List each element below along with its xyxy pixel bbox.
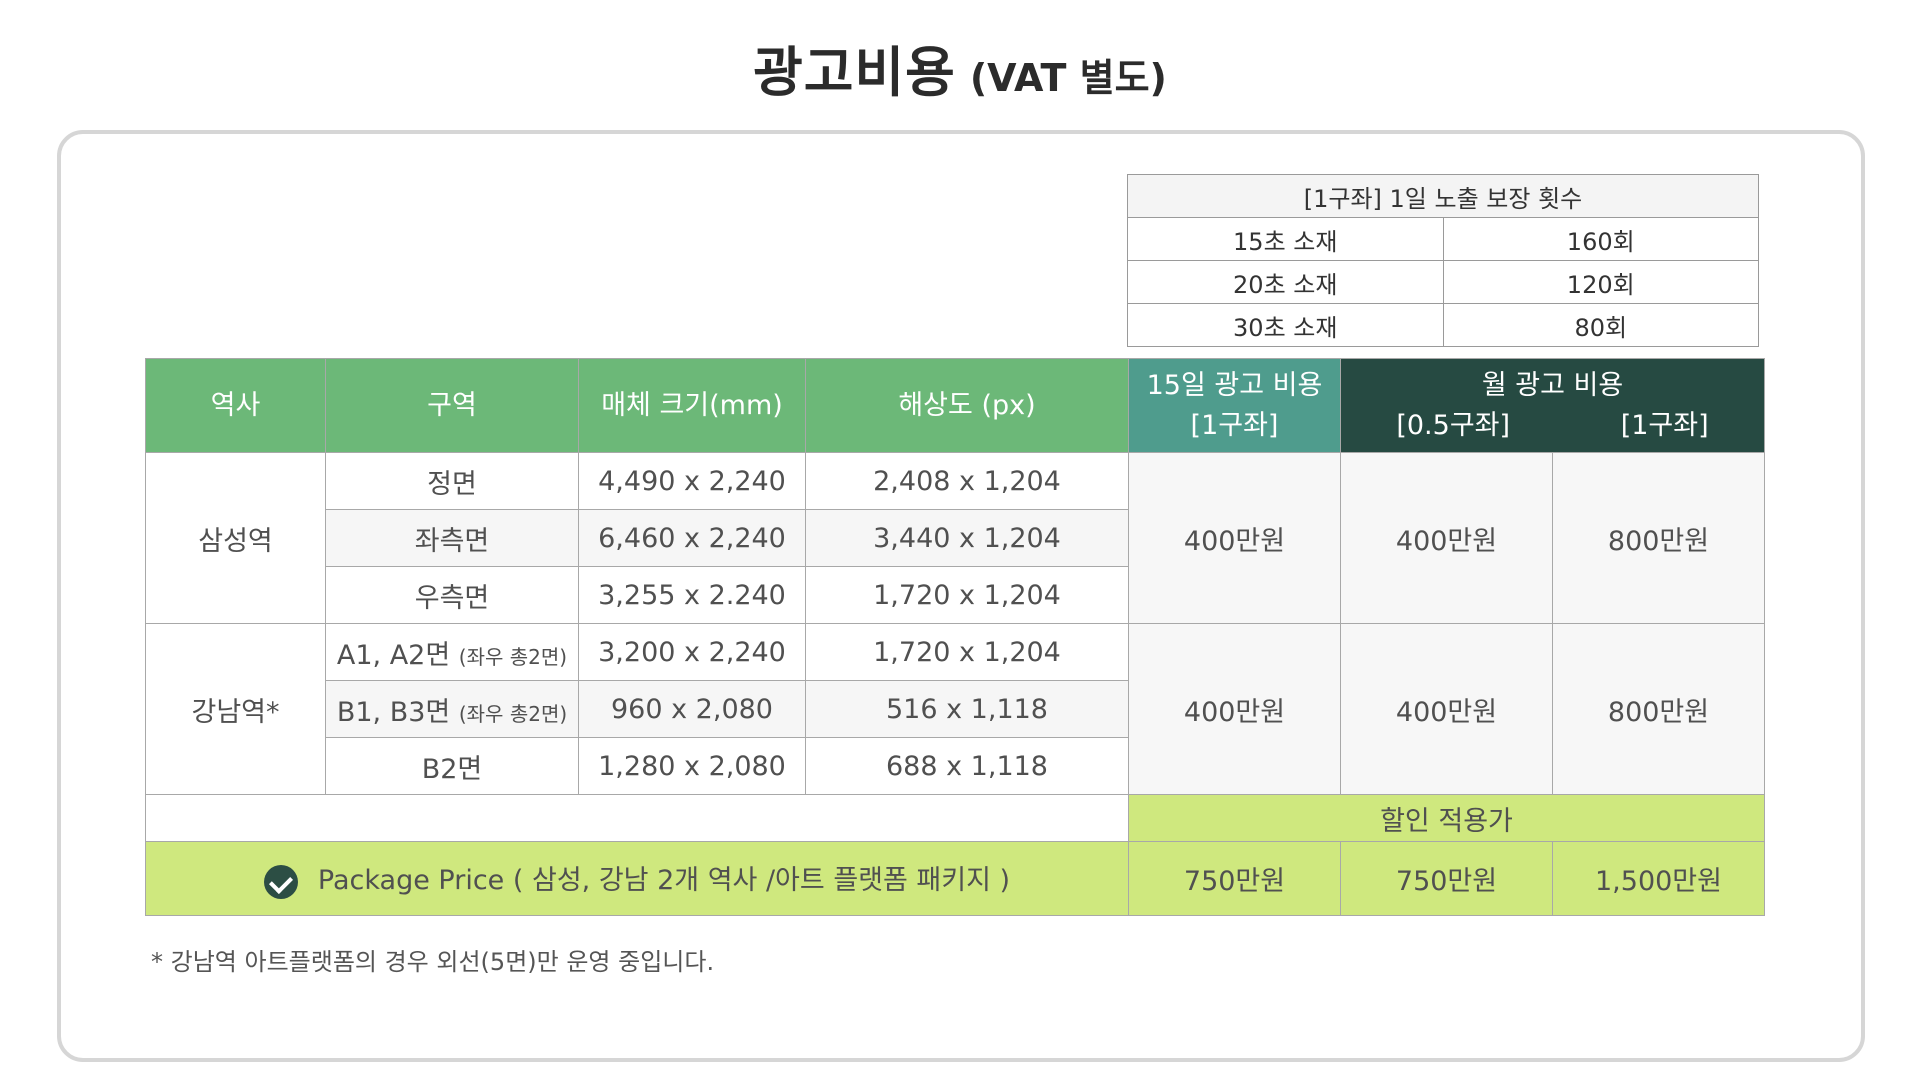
table-row: 좌측면 6,460 x 2,240 3,440 x 1,204 bbox=[146, 509, 1765, 567]
price-month-full-cell: 800만원 bbox=[1552, 452, 1765, 624]
col-header-monthly-cost: 월 광고 비용 [0.5구좌] [1구좌] bbox=[1340, 358, 1765, 453]
package-price-month-half: 750만원 bbox=[1340, 841, 1553, 916]
zone-note: (좌우 총2면) bbox=[458, 701, 568, 726]
discount-spacer bbox=[145, 794, 1129, 842]
resolution-cell: 516 x 1,118 bbox=[805, 680, 1129, 738]
zone-cell: 좌측면 bbox=[325, 509, 579, 567]
col-header-15day-title: 15일 광고 비용 bbox=[1146, 369, 1323, 401]
page-title-main: 광고비용 bbox=[753, 41, 956, 104]
page-title: 광고비용 (VAT 별도) bbox=[0, 28, 1920, 107]
size-cell: 960 x 2,080 bbox=[578, 680, 806, 738]
zone-cell: 정면 bbox=[325, 452, 579, 510]
table-row: 우측면 3,255 x 2.240 1,720 x 1,204 bbox=[146, 566, 1765, 624]
pricing-card: [1구좌] 1일 노출 보장 횟수 15초 소재 160회 20초 소재 120… bbox=[57, 130, 1865, 1062]
price-15day-cell: 400만원 bbox=[1128, 623, 1341, 795]
station-cell: 강남역* bbox=[145, 623, 326, 795]
col-header-monthly-full: [1구좌] bbox=[1620, 409, 1709, 441]
price-15day-cell: 400만원 bbox=[1128, 452, 1341, 624]
zone-cell: A1, A2면 (좌우 총2면) bbox=[325, 623, 579, 681]
resolution-cell: 2,408 x 1,204 bbox=[805, 452, 1129, 510]
exposure-row: 20초 소재 120회 bbox=[1127, 260, 1759, 304]
discount-label: 할인 적용가 bbox=[1128, 794, 1765, 842]
resolution-cell: 3,440 x 1,204 bbox=[805, 509, 1129, 567]
size-cell: 3,255 x 2.240 bbox=[578, 566, 806, 624]
resolution-cell: 1,720 x 1,204 bbox=[805, 623, 1129, 681]
package-row: Package Price ( 삼성, 강남 2개 역사 /아트 플랫폼 패키지… bbox=[145, 841, 1765, 916]
price-table: 역사 구역 매체 크기(mm) 해상도 (px) 15일 광고 비용 [1구좌]… bbox=[145, 358, 1765, 916]
col-header-monthly-title: 월 광고 비용 bbox=[1481, 369, 1624, 401]
price-month-half-cell: 400만원 bbox=[1340, 623, 1553, 795]
resolution-cell: 688 x 1,118 bbox=[805, 737, 1129, 795]
exposure-value: 120회 bbox=[1442, 260, 1759, 304]
exposure-label: 15초 소재 bbox=[1127, 217, 1444, 261]
col-header-resolution: 해상도 (px) bbox=[805, 358, 1129, 453]
size-cell: 6,460 x 2,240 bbox=[578, 509, 806, 567]
zone-name: A1, A2면 bbox=[336, 639, 451, 671]
col-header-zone: 구역 bbox=[325, 358, 579, 453]
package-label-cell: Package Price ( 삼성, 강남 2개 역사 /아트 플랫폼 패키지… bbox=[145, 841, 1129, 916]
package-price-month-full: 1,500만원 bbox=[1552, 841, 1765, 916]
resolution-cell: 1,720 x 1,204 bbox=[805, 566, 1129, 624]
table-row: B2면 1,280 x 2,080 688 x 1,118 bbox=[146, 737, 1765, 795]
col-header-15day-unit: [1구좌] bbox=[1190, 409, 1279, 441]
table-row: 강남역* A1, A2면 (좌우 총2면) 3,200 x 2,240 1,72… bbox=[145, 623, 1765, 795]
exposure-table: [1구좌] 1일 노출 보장 횟수 15초 소재 160회 20초 소재 120… bbox=[1127, 174, 1759, 347]
zone-cell: B2면 bbox=[325, 737, 579, 795]
station-cell: 삼성역 bbox=[145, 452, 326, 624]
exposure-label: 20초 소재 bbox=[1127, 260, 1444, 304]
exposure-row: 15초 소재 160회 bbox=[1127, 217, 1759, 261]
check-circle-icon bbox=[263, 864, 298, 899]
exposure-value: 160회 bbox=[1442, 217, 1759, 261]
size-cell: 4,490 x 2,240 bbox=[578, 452, 806, 510]
price-month-full-cell: 800만원 bbox=[1552, 623, 1765, 795]
price-month-half-cell: 400만원 bbox=[1340, 452, 1553, 624]
package-label: Package Price ( 삼성, 강남 2개 역사 /아트 플랫폼 패키지… bbox=[317, 865, 1011, 897]
discount-row: 할인 적용가 bbox=[145, 794, 1765, 842]
page-title-vat-note: (VAT 별도) bbox=[969, 56, 1167, 100]
zone-cell: 우측면 bbox=[325, 566, 579, 624]
col-header-media-size: 매체 크기(mm) bbox=[578, 358, 806, 453]
col-header-15day-cost: 15일 광고 비용 [1구좌] bbox=[1128, 358, 1341, 453]
exposure-table-title: [1구좌] 1일 노출 보장 횟수 bbox=[1127, 174, 1759, 218]
table-row: 삼성역 정면 4,490 x 2,240 2,408 x 1,204 400만원… bbox=[145, 452, 1765, 624]
size-cell: 3,200 x 2,240 bbox=[578, 623, 806, 681]
exposure-value: 80회 bbox=[1442, 303, 1759, 347]
footnote: * 강남역 아트플랫폼의 경우 외선(5면)만 운영 중입니다. bbox=[151, 948, 715, 976]
table-row: B1, B3면 (좌우 총2면) 960 x 2,080 516 x 1,118 bbox=[146, 680, 1765, 738]
zone-name: B1, B3면 bbox=[336, 696, 451, 728]
exposure-label: 30초 소재 bbox=[1127, 303, 1444, 347]
size-cell: 1,280 x 2,080 bbox=[578, 737, 806, 795]
col-header-monthly-half: [0.5구좌] bbox=[1396, 409, 1511, 441]
zone-note: (좌우 총2면) bbox=[458, 644, 568, 669]
col-header-station: 역사 bbox=[145, 358, 326, 453]
exposure-row: 30초 소재 80회 bbox=[1127, 303, 1759, 347]
package-price-15day: 750만원 bbox=[1128, 841, 1341, 916]
zone-cell: B1, B3면 (좌우 총2면) bbox=[325, 680, 579, 738]
